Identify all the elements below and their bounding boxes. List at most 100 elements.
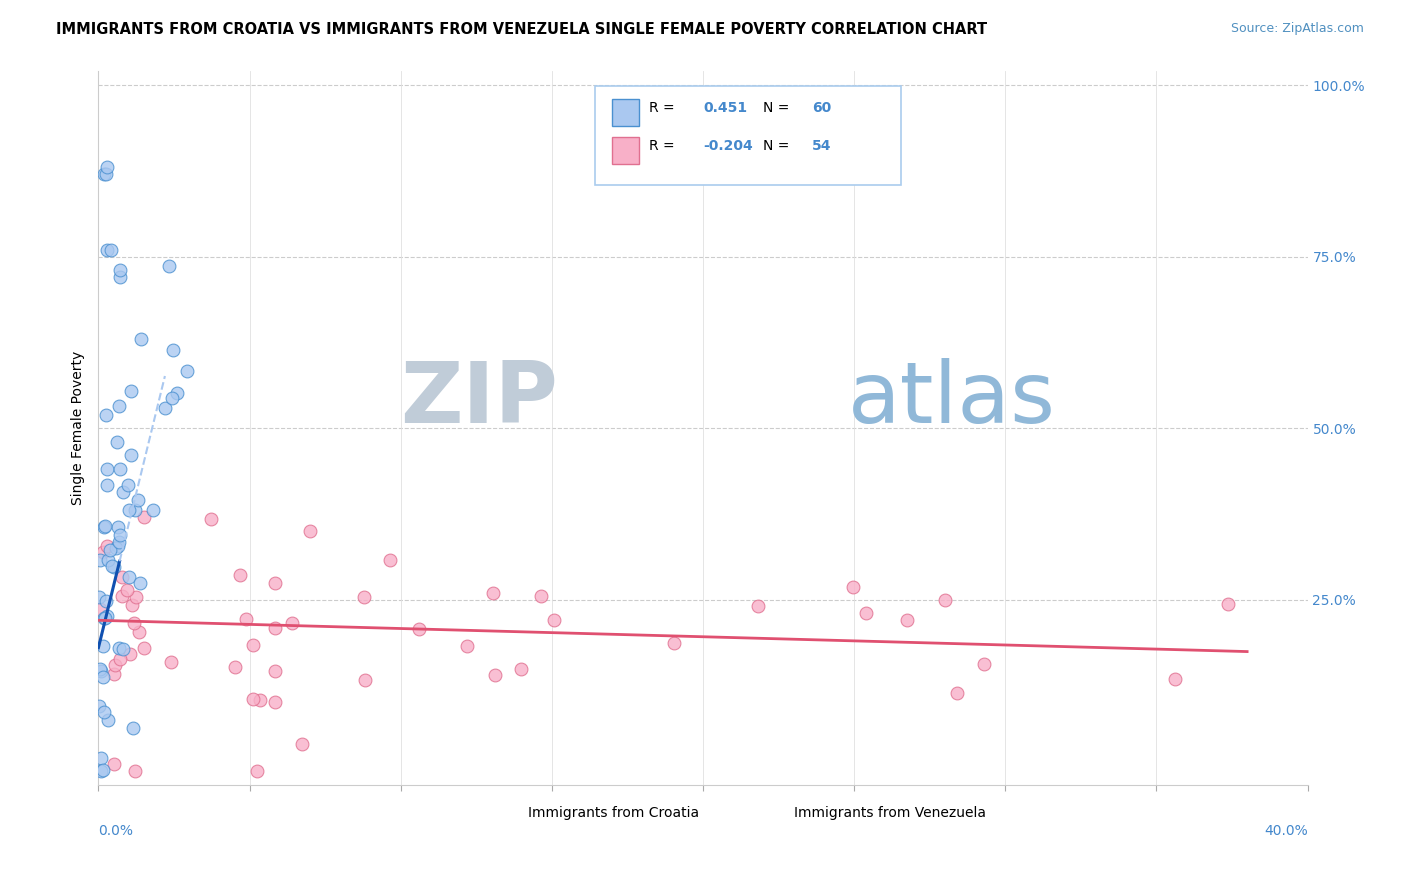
Point <box>134 641 156 656</box>
Point <box>121 598 143 612</box>
Point <box>104 657 127 672</box>
Point <box>91 670 114 684</box>
Point <box>103 560 125 574</box>
Point <box>91 763 114 777</box>
Text: ZIP: ZIP <box>401 358 558 442</box>
Text: IMMIGRANTS FROM CROATIA VS IMMIGRANTS FROM VENEZUELA SINGLE FEMALE POVERTY CORRE: IMMIGRANTS FROM CROATIA VS IMMIGRANTS FR… <box>56 22 987 37</box>
Point <box>747 599 769 613</box>
Point <box>117 503 139 517</box>
Point <box>111 570 134 584</box>
Point <box>93 611 115 625</box>
Point <box>107 539 129 553</box>
Point <box>96 408 118 422</box>
Point <box>162 343 184 358</box>
Text: atlas: atlas <box>848 358 1056 442</box>
Point <box>129 576 152 591</box>
Point <box>263 695 285 709</box>
Point <box>98 542 121 557</box>
Point <box>107 535 129 549</box>
Text: Immigrants from Croatia: Immigrants from Croatia <box>527 805 699 820</box>
Point <box>111 485 134 500</box>
Point <box>263 576 285 591</box>
Point <box>166 386 188 401</box>
Point <box>973 657 995 672</box>
Point <box>124 764 146 779</box>
Point <box>90 764 112 779</box>
Point <box>118 647 141 661</box>
Point <box>94 610 117 624</box>
Point <box>117 477 139 491</box>
Point <box>142 503 165 517</box>
Point <box>93 705 115 719</box>
Point <box>110 527 132 541</box>
Point <box>103 667 125 681</box>
Point <box>111 641 134 656</box>
Point <box>132 510 155 524</box>
Point <box>91 639 114 653</box>
FancyBboxPatch shape <box>613 137 638 164</box>
Point <box>934 592 956 607</box>
Point <box>157 260 180 274</box>
Point <box>89 602 111 616</box>
Point <box>122 615 145 630</box>
Point <box>96 608 118 623</box>
Point <box>103 757 125 772</box>
FancyBboxPatch shape <box>492 801 517 824</box>
Point <box>94 594 117 608</box>
Point <box>115 582 138 597</box>
Point <box>235 612 257 626</box>
Point <box>97 713 120 727</box>
Point <box>299 524 322 538</box>
Point <box>87 591 110 605</box>
Point <box>108 652 131 666</box>
Point <box>96 243 118 257</box>
Point <box>246 764 269 779</box>
Point <box>94 518 117 533</box>
Point <box>242 638 264 652</box>
Point <box>263 621 285 635</box>
Point <box>94 167 117 181</box>
Text: 0.451: 0.451 <box>703 101 747 115</box>
Point <box>93 167 115 181</box>
Point <box>543 613 565 627</box>
Point <box>97 553 120 567</box>
Point <box>946 686 969 700</box>
Text: 40.0%: 40.0% <box>1264 824 1308 838</box>
Point <box>128 625 150 640</box>
Text: N =: N = <box>763 101 790 115</box>
FancyBboxPatch shape <box>613 99 638 127</box>
Point <box>229 568 252 582</box>
Point <box>509 662 531 676</box>
Point <box>378 552 401 566</box>
Point <box>280 616 302 631</box>
Point <box>291 737 314 751</box>
Text: 0.0%: 0.0% <box>98 824 134 838</box>
Point <box>200 512 222 526</box>
Point <box>105 434 128 449</box>
Point <box>120 384 142 398</box>
FancyBboxPatch shape <box>758 801 785 824</box>
Point <box>107 519 129 533</box>
FancyBboxPatch shape <box>595 87 901 185</box>
Point <box>354 673 377 687</box>
Point <box>1216 597 1239 611</box>
Point <box>176 364 198 378</box>
Point <box>117 570 139 584</box>
Text: R =: R = <box>648 138 675 153</box>
Point <box>484 668 506 682</box>
Point <box>100 243 122 257</box>
Point <box>127 492 149 507</box>
Point <box>90 664 112 678</box>
Point <box>353 590 375 604</box>
Text: N =: N = <box>763 138 790 153</box>
Point <box>896 613 918 627</box>
Point <box>87 698 110 713</box>
Point <box>108 263 131 277</box>
Point <box>408 622 430 636</box>
Text: 54: 54 <box>811 138 831 153</box>
Point <box>108 641 131 656</box>
Point <box>108 462 131 476</box>
Point <box>89 553 111 567</box>
Point <box>662 636 685 650</box>
Point <box>91 545 114 559</box>
